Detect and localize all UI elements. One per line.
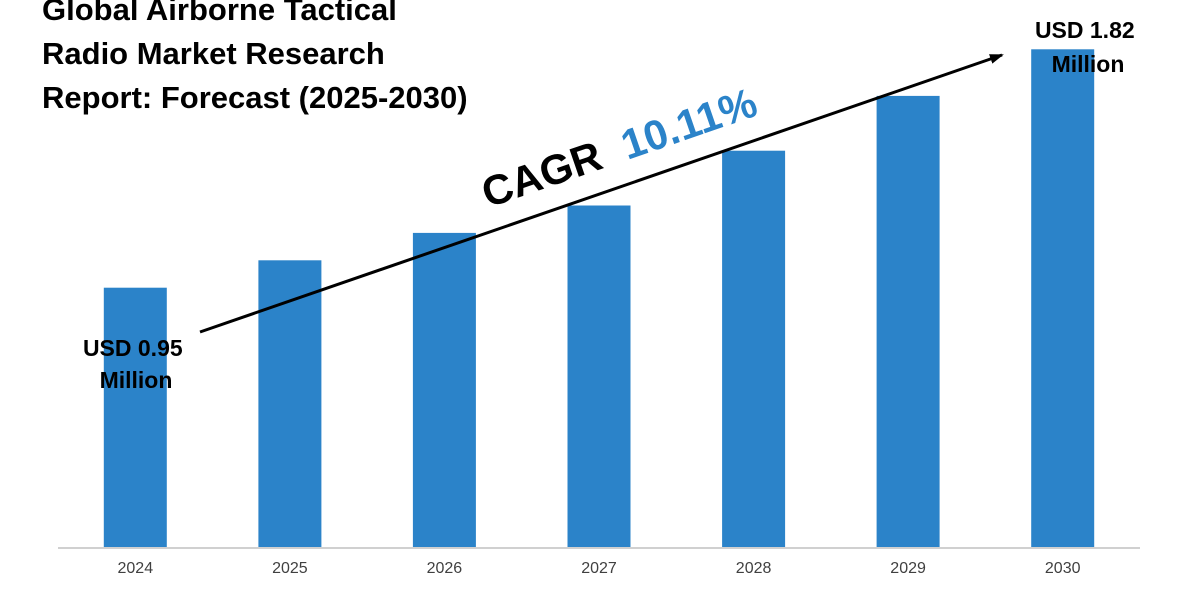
bar-2026: [412, 232, 476, 548]
x-tick-label-2027: 2027: [581, 560, 617, 577]
bar-2027: [567, 205, 631, 548]
bar-2025: [258, 260, 322, 548]
x-tick-label-2026: 2026: [427, 560, 463, 577]
end-value-label-line-1: USD 1.82: [1035, 17, 1135, 43]
cagr-prefix: CAGR: [476, 132, 608, 217]
chart-title-line-1: Global Airborne Tactical: [42, 0, 397, 27]
start-value-label: USD 0.95 Million: [83, 335, 189, 393]
x-tick-label-2029: 2029: [890, 560, 926, 577]
chart-title: Global Airborne Tactical Radio Market Re…: [42, 0, 562, 120]
x-tick-labels: 2024 2025 2026 2027 2028 2029 2030: [118, 560, 1081, 577]
bar-2030: [1031, 49, 1095, 549]
chart-title-line-2: Radio Market Research: [42, 36, 385, 71]
end-value-label-line-2: Million: [1052, 51, 1125, 77]
x-tick-label-2030: 2030: [1045, 560, 1081, 577]
bars-group: [103, 49, 1095, 549]
bar-2029: [876, 95, 940, 549]
bar-2028: [722, 150, 786, 548]
start-value-label-line-2: Million: [100, 367, 173, 393]
cagr-label: CAGR 10.11%: [476, 78, 763, 216]
end-value-label: USD 1.82 Million: [1035, 17, 1141, 77]
bar-2024: [103, 287, 167, 548]
start-value-label-line-1: USD 0.95: [83, 335, 183, 361]
x-tick-label-2028: 2028: [736, 560, 772, 577]
cagr-trend-arrow: [199, 53, 1004, 334]
chart-title-line-3: Report: Forecast (2025-2030): [42, 80, 468, 115]
x-tick-label-2025: 2025: [272, 560, 308, 577]
x-tick-label-2024: 2024: [118, 560, 154, 577]
